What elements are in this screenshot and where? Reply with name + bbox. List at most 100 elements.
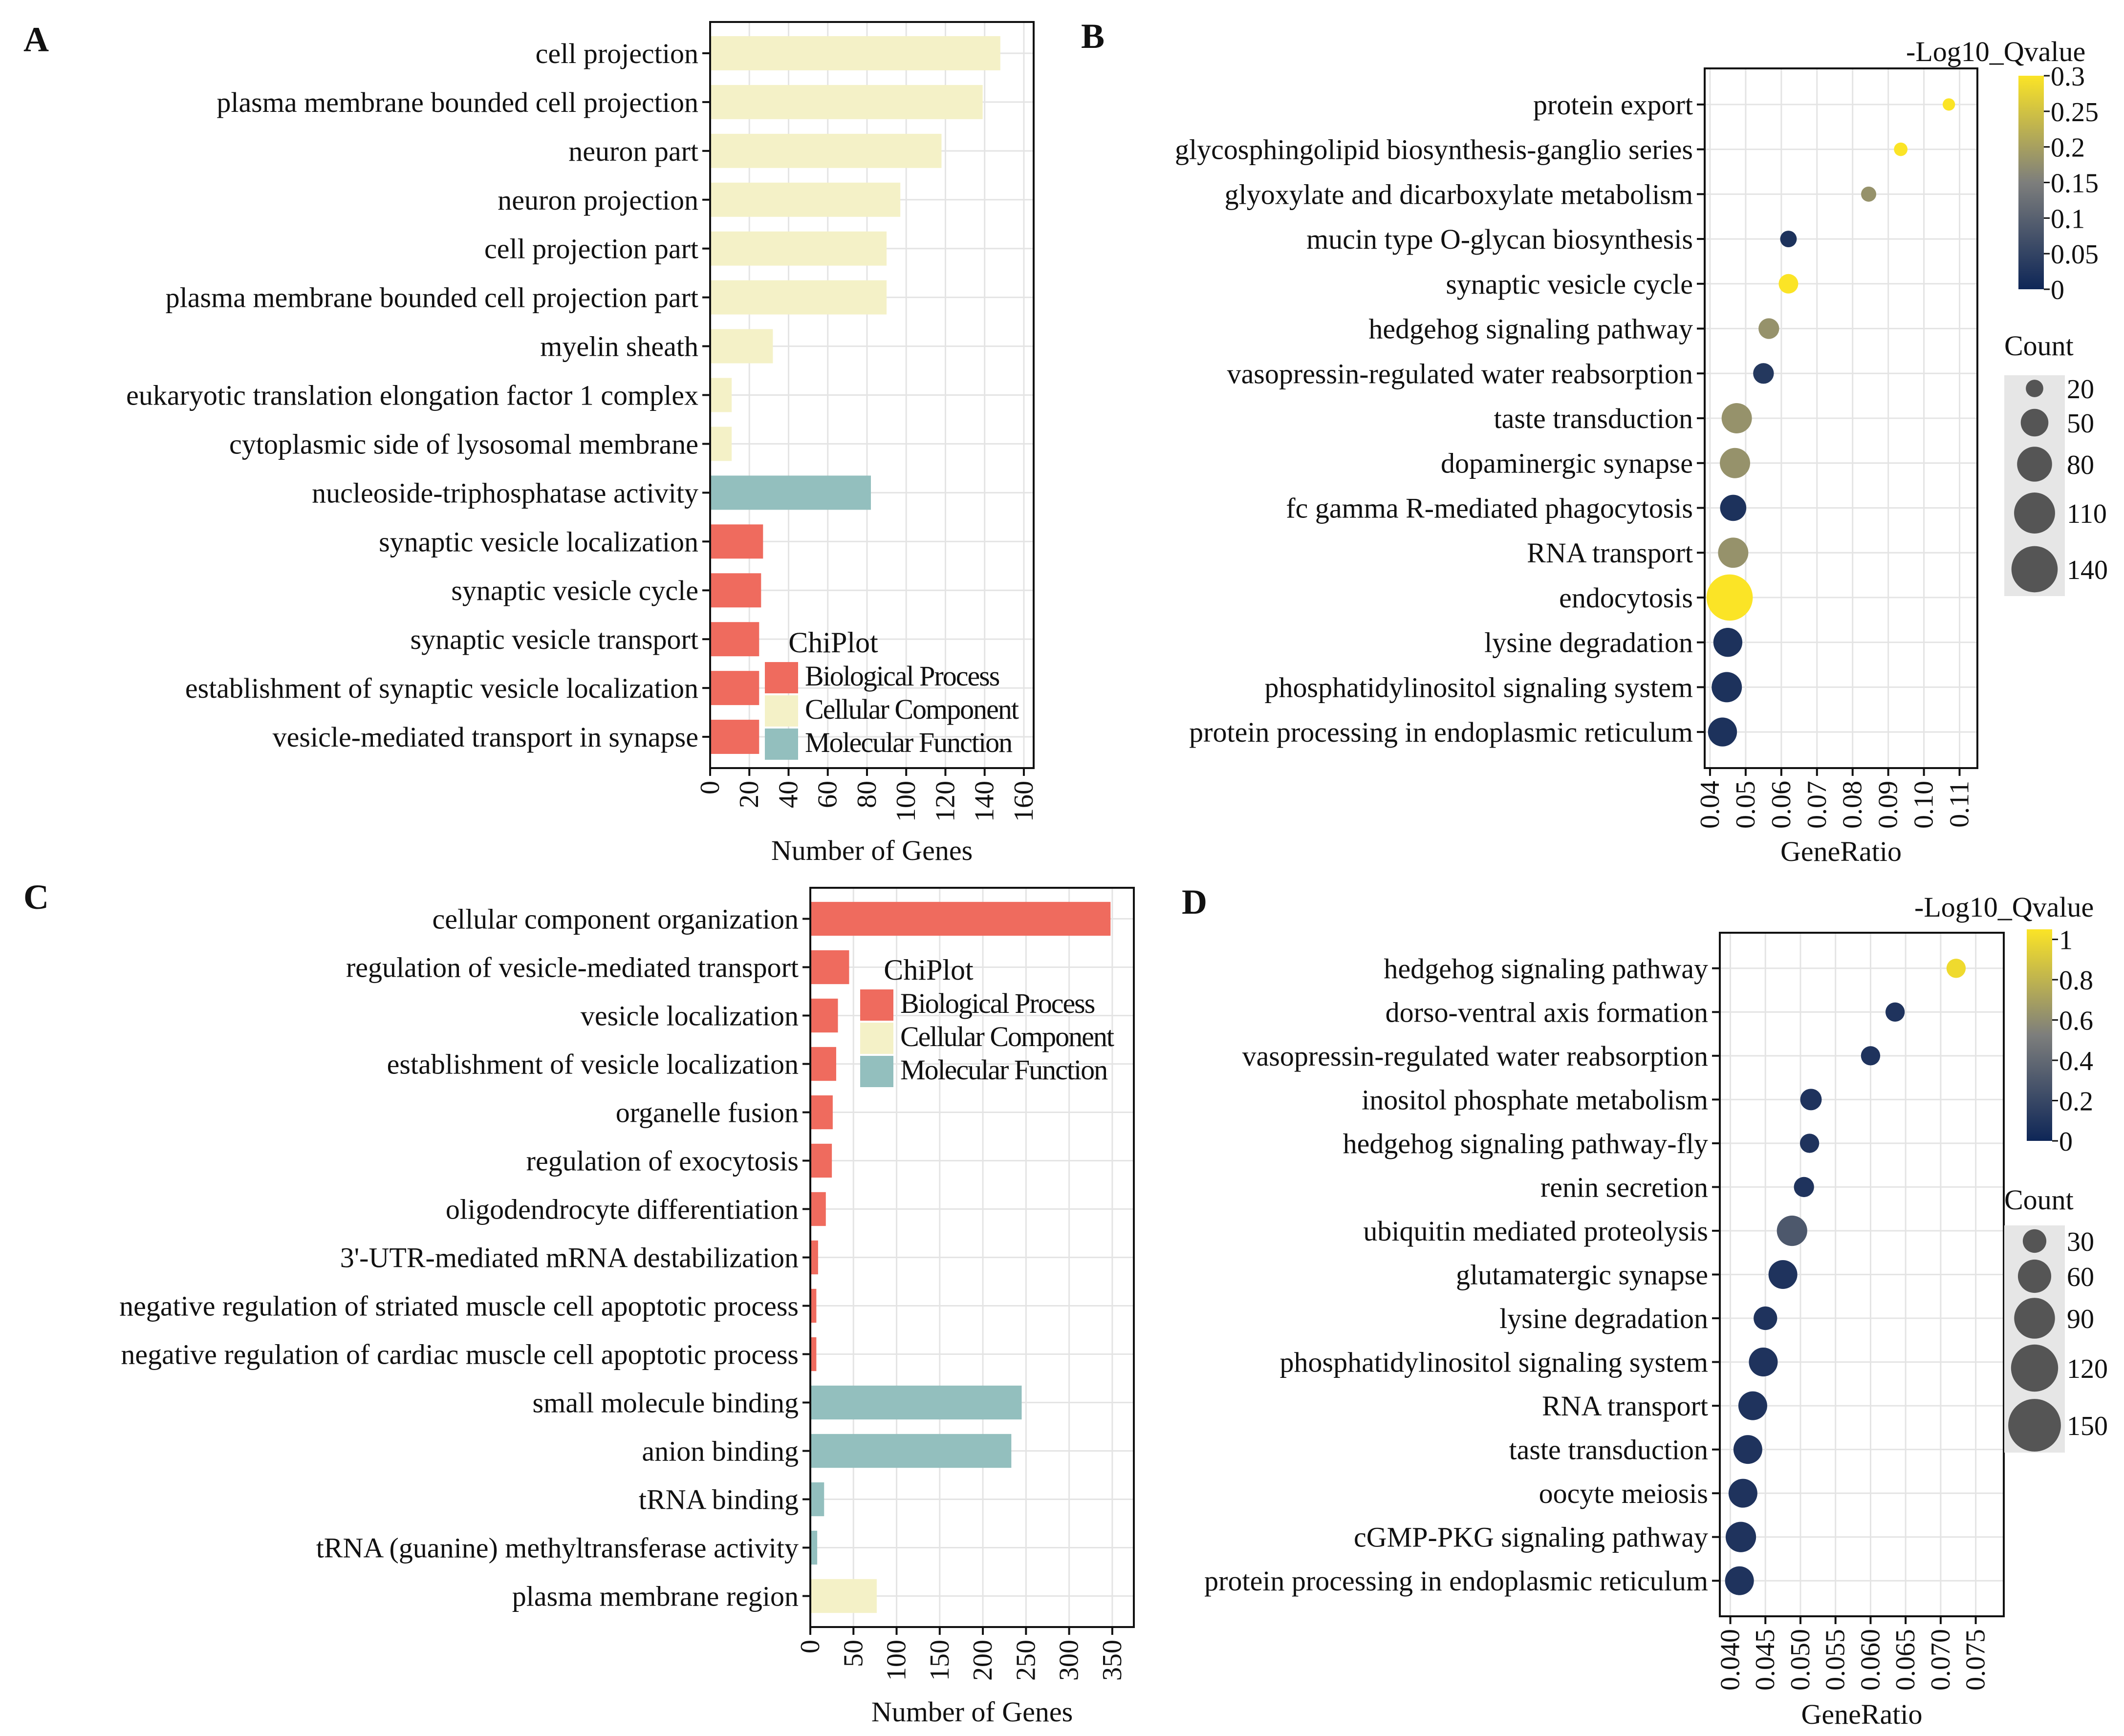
legend-label: Molecular Function bbox=[805, 727, 1013, 758]
plot-frame bbox=[1719, 932, 2005, 1617]
panel-d-dot-plot: hedgehog signaling pathway dorso-ventral … bbox=[1204, 891, 2108, 1730]
x-tick-label: 0.075 bbox=[1961, 1629, 1991, 1691]
bar bbox=[810, 1530, 818, 1565]
x-tick-label: 0.060 bbox=[1855, 1629, 1886, 1691]
legend-swatch bbox=[765, 662, 798, 693]
category-label: synaptic vesicle transport bbox=[411, 623, 699, 655]
x-tick-label: 250 bbox=[1011, 1640, 1041, 1681]
data-point bbox=[1753, 363, 1774, 384]
data-point bbox=[1861, 1046, 1881, 1066]
x-tick-label: 150 bbox=[925, 1640, 955, 1681]
category-label: ubiquitin mediated proteolysis bbox=[1363, 1215, 1708, 1247]
category-label: lysine degradation bbox=[1484, 627, 1693, 659]
panel-label-c: C bbox=[23, 878, 49, 917]
bar bbox=[710, 85, 983, 119]
data-point bbox=[1728, 1479, 1757, 1508]
size-legend-label: 60 bbox=[2067, 1262, 2094, 1292]
bar bbox=[710, 671, 759, 706]
x-tick-label: 0.045 bbox=[1750, 1629, 1780, 1691]
bar bbox=[710, 524, 763, 559]
data-point bbox=[1758, 318, 1779, 339]
size-legend-dot bbox=[2017, 447, 2052, 482]
color-bar-tick-label: 0.3 bbox=[2051, 62, 2085, 92]
data-point bbox=[1706, 574, 1753, 621]
data-point bbox=[1799, 1134, 1820, 1153]
category-label: lysine degradation bbox=[1499, 1303, 1708, 1334]
data-point bbox=[1861, 186, 1877, 202]
bar bbox=[710, 133, 942, 168]
bar bbox=[710, 475, 871, 510]
legend-title: ChiPlot bbox=[884, 954, 974, 986]
bar bbox=[710, 378, 732, 412]
color-legend: -Log10_Qvalue 0 0.2 0.4 0.6 0.8 1 bbox=[1914, 891, 2094, 1157]
size-legend-label: 90 bbox=[2067, 1304, 2094, 1334]
size-legend-dot bbox=[2014, 493, 2055, 534]
legend-label: Molecular Function bbox=[900, 1054, 1108, 1086]
size-legend-label: 120 bbox=[2067, 1354, 2108, 1384]
color-bar bbox=[2027, 929, 2052, 1141]
data-point bbox=[1721, 403, 1752, 433]
size-legend: Count 30 60 90 120 150 bbox=[2004, 1184, 2108, 1453]
bar bbox=[810, 901, 1111, 936]
data-point bbox=[1780, 231, 1797, 248]
category-label: vasopressin-regulated water reabsorption bbox=[1227, 358, 1693, 389]
data-point bbox=[1754, 1306, 1777, 1330]
data-point bbox=[1778, 274, 1799, 294]
data-point bbox=[1708, 717, 1737, 747]
bar bbox=[710, 622, 759, 657]
x-tick-label: 0 bbox=[795, 1640, 825, 1653]
category-label: synaptic vesicle localization bbox=[379, 526, 698, 557]
size-legend-title: Count bbox=[2004, 330, 2074, 362]
x-tick-label: 0.11 bbox=[1945, 781, 1975, 828]
legend-swatch bbox=[765, 729, 798, 760]
category-label: endocytosis bbox=[1559, 582, 1693, 614]
panel-label-b: B bbox=[1081, 17, 1105, 56]
x-tick-label: 20 bbox=[734, 781, 764, 808]
x-tick-label: 0.10 bbox=[1909, 781, 1939, 829]
data-point bbox=[1712, 672, 1742, 703]
bar bbox=[710, 231, 887, 266]
bar bbox=[810, 1240, 818, 1275]
data-point bbox=[1794, 1177, 1814, 1198]
color-bar-tick-label: 0.2 bbox=[2059, 1087, 2093, 1117]
x-tick-label: 0.07 bbox=[1802, 781, 1832, 829]
category-label: regulation of vesicle-mediated transport bbox=[346, 952, 799, 984]
data-point bbox=[1725, 1522, 1756, 1552]
bar bbox=[710, 329, 773, 364]
category-label: neuron projection bbox=[498, 184, 698, 216]
category-label: myelin sheath bbox=[540, 331, 698, 363]
bar bbox=[810, 1143, 832, 1178]
category-label: glutamatergic synapse bbox=[1456, 1259, 1708, 1291]
x-tick-label: 0.050 bbox=[1785, 1629, 1816, 1691]
bar bbox=[710, 573, 761, 608]
category-label: inositol phosphate metabolism bbox=[1362, 1084, 1708, 1115]
category-label: renin secretion bbox=[1540, 1171, 1708, 1203]
x-tick-label: 80 bbox=[852, 781, 882, 808]
category-label: negative regulation of cardiac muscle ce… bbox=[121, 1339, 799, 1371]
legend-title: ChiPlot bbox=[788, 626, 878, 659]
data-point bbox=[1720, 448, 1750, 478]
x-tick-label: 0.065 bbox=[1890, 1629, 1921, 1691]
bar bbox=[810, 1288, 817, 1323]
size-legend-label: 30 bbox=[2067, 1227, 2094, 1257]
bar bbox=[710, 427, 732, 461]
category-label: cell projection part bbox=[484, 233, 698, 265]
bar bbox=[810, 1385, 1022, 1420]
category-label: plasma membrane region bbox=[512, 1581, 799, 1612]
data-point bbox=[1885, 1002, 1905, 1022]
x-axis-title: GeneRatio bbox=[1780, 836, 1902, 867]
data-point bbox=[1733, 1435, 1762, 1464]
data-point bbox=[1718, 537, 1749, 568]
data-point bbox=[1738, 1391, 1767, 1420]
data-point bbox=[1894, 142, 1908, 156]
data-point bbox=[1800, 1089, 1822, 1111]
category-label: vasopressin-regulated water reabsorption bbox=[1242, 1040, 1708, 1072]
category-label: cytoplasmic side of lysosomal membrane bbox=[229, 428, 698, 460]
category-label: anion binding bbox=[642, 1436, 799, 1467]
bar bbox=[810, 1434, 1012, 1468]
data-point bbox=[1713, 628, 1743, 657]
legend-label: Cellular Component bbox=[900, 1021, 1114, 1052]
color-bar bbox=[2018, 76, 2044, 289]
category-label: phosphatidylinositol signaling system bbox=[1265, 671, 1693, 703]
x-tick-label: 120 bbox=[930, 781, 960, 822]
